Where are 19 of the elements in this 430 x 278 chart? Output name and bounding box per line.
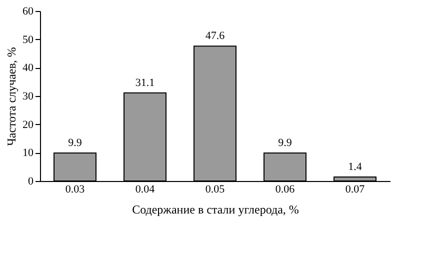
data-label: 9.9	[278, 136, 292, 149]
x-axis-title: Содержание в стали углерода, %	[132, 202, 299, 216]
y-tick-label: 50	[22, 34, 34, 46]
x-tick-label: 0.06	[275, 184, 296, 196]
data-label: 47.6	[205, 30, 226, 42]
x-tick-label: 0.03	[65, 184, 86, 196]
y-tick-label: 0	[28, 176, 34, 188]
y-tick-label: 60	[22, 6, 34, 18]
x-tick-label: 0.04	[135, 184, 156, 196]
y-tick-label: 20	[22, 118, 34, 131]
y-tick-label: 10	[22, 147, 34, 160]
y-tick-label: 30	[22, 90, 34, 102]
y-axis-title: Частота случаев, %	[4, 47, 18, 146]
x-tick-label: 0.07	[345, 184, 366, 196]
data-label: 9.9	[68, 136, 82, 149]
x-tick-label: 0.05	[205, 184, 226, 196]
y-tick-label: 40	[22, 62, 34, 74]
data-label: 1.4	[348, 161, 362, 174]
data-label: 31.1	[135, 76, 155, 89]
